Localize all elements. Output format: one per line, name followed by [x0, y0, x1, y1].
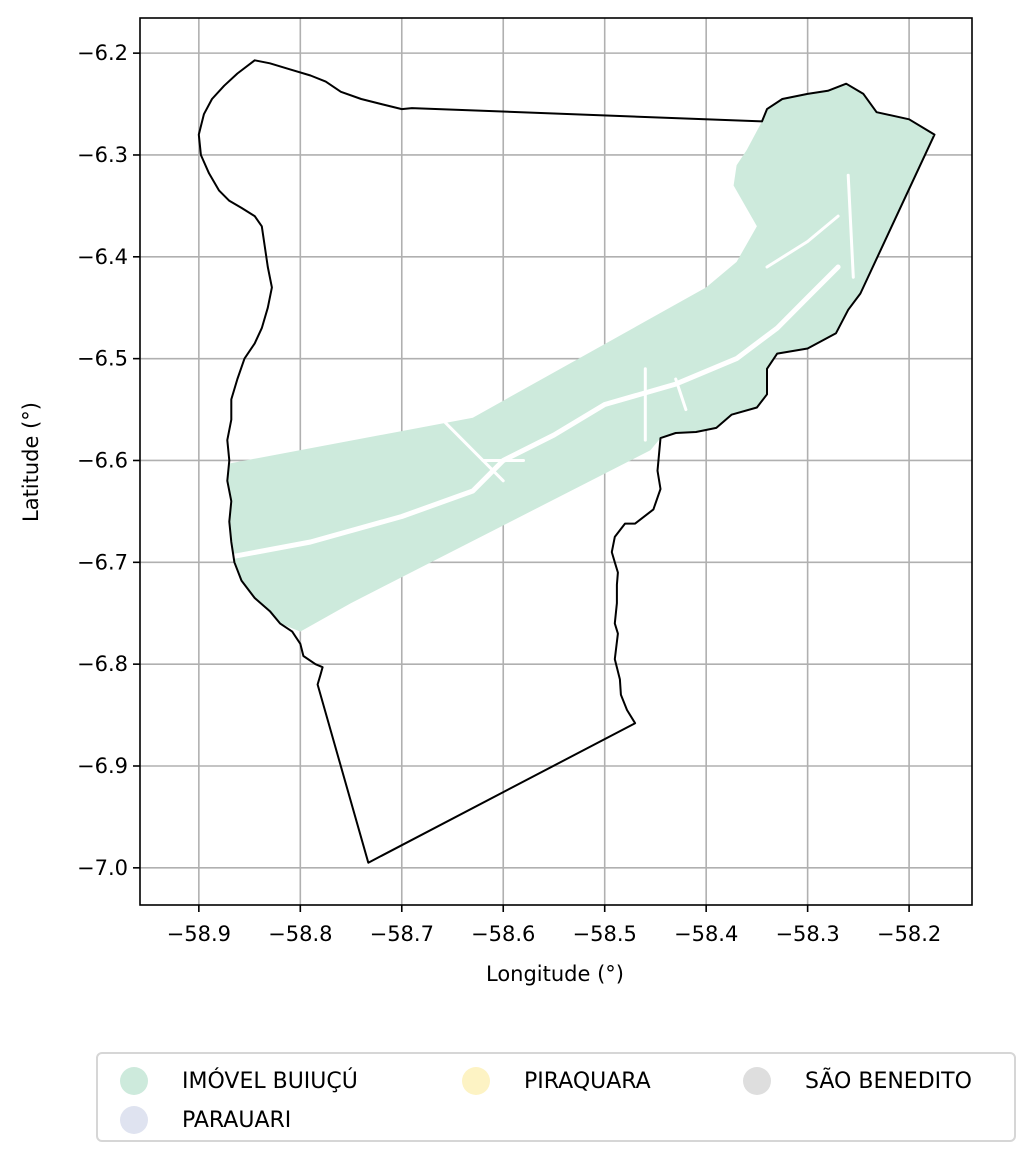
legend-item-imovel-buiucu: IMÓVEL BUIUÇÚ	[120, 1066, 358, 1096]
y-tick-label: −6.4	[77, 245, 128, 269]
plot-frame	[139, 17, 973, 906]
y-tick-label: −6.2	[77, 41, 128, 65]
y-tick-label: −6.7	[77, 550, 128, 574]
imovel-buiucu-area	[227, 83, 935, 632]
property-areas	[227, 83, 935, 632]
x-tick-label: −58.9	[167, 922, 231, 946]
y-tick-label: −6.6	[77, 448, 128, 472]
legend-item-parauari: PARAUARI	[120, 1105, 291, 1135]
municipality-boundary	[197, 59, 936, 864]
legend: IMÓVEL BUIUÇÚ PARAUARI PIRAQUARA SÃO BEN…	[96, 1052, 1016, 1142]
river-gap-line	[765, 214, 840, 269]
x-axis-ticks: −58.9 −58.8 −58.7 −58.6 −58.5 −58.4 −58.3 −58.2	[167, 905, 941, 946]
x-tick-label: −58.4	[674, 922, 738, 946]
y-tick-label: −7.0	[77, 856, 128, 880]
legend-label: IMÓVEL BUIUÇÚ	[182, 1068, 358, 1094]
legend-item-piraquara: PIRAQUARA	[462, 1066, 651, 1096]
y-axis-title: Latitude (°)	[19, 402, 43, 522]
river-gap-line	[674, 377, 688, 412]
x-tick-label: −58.5	[573, 922, 637, 946]
legend-marker-circle-icon	[462, 1067, 490, 1095]
y-tick-label: −6.8	[77, 652, 128, 676]
y-tick-label: −6.3	[77, 143, 128, 167]
y-tick-label: −6.9	[77, 754, 128, 778]
legend-label: PARAUARI	[182, 1107, 292, 1133]
y-axis-ticks: −6.2 −6.3 −6.4 −6.5 −6.6 −6.7 −6.8 −6.9 −7.0	[77, 41, 140, 880]
legend-item-sao-benedito: SÃO BENEDITO	[743, 1066, 972, 1096]
y-tick-label: −6.5	[77, 347, 128, 371]
river-gaps	[226, 173, 855, 560]
x-axis-title: Longitude (°)	[486, 962, 624, 986]
x-tick-label: −58.6	[471, 922, 535, 946]
x-tick-label: −58.8	[268, 922, 332, 946]
legend-marker-circle-icon	[120, 1106, 148, 1134]
legend-label: SÃO BENEDITO	[805, 1068, 972, 1094]
legend-marker-circle-icon	[743, 1067, 771, 1095]
boundary-outline	[197, 59, 936, 864]
x-tick-label: −58.3	[775, 922, 839, 946]
legend-label: PIRAQUARA	[524, 1068, 651, 1094]
x-tick-label: −58.7	[370, 922, 434, 946]
river-gap-line	[440, 418, 505, 483]
legend-marker-circle-icon	[120, 1067, 148, 1095]
river-gap-line	[226, 264, 841, 560]
river-gap-line	[846, 173, 855, 279]
x-tick-label: −58.2	[877, 922, 941, 946]
